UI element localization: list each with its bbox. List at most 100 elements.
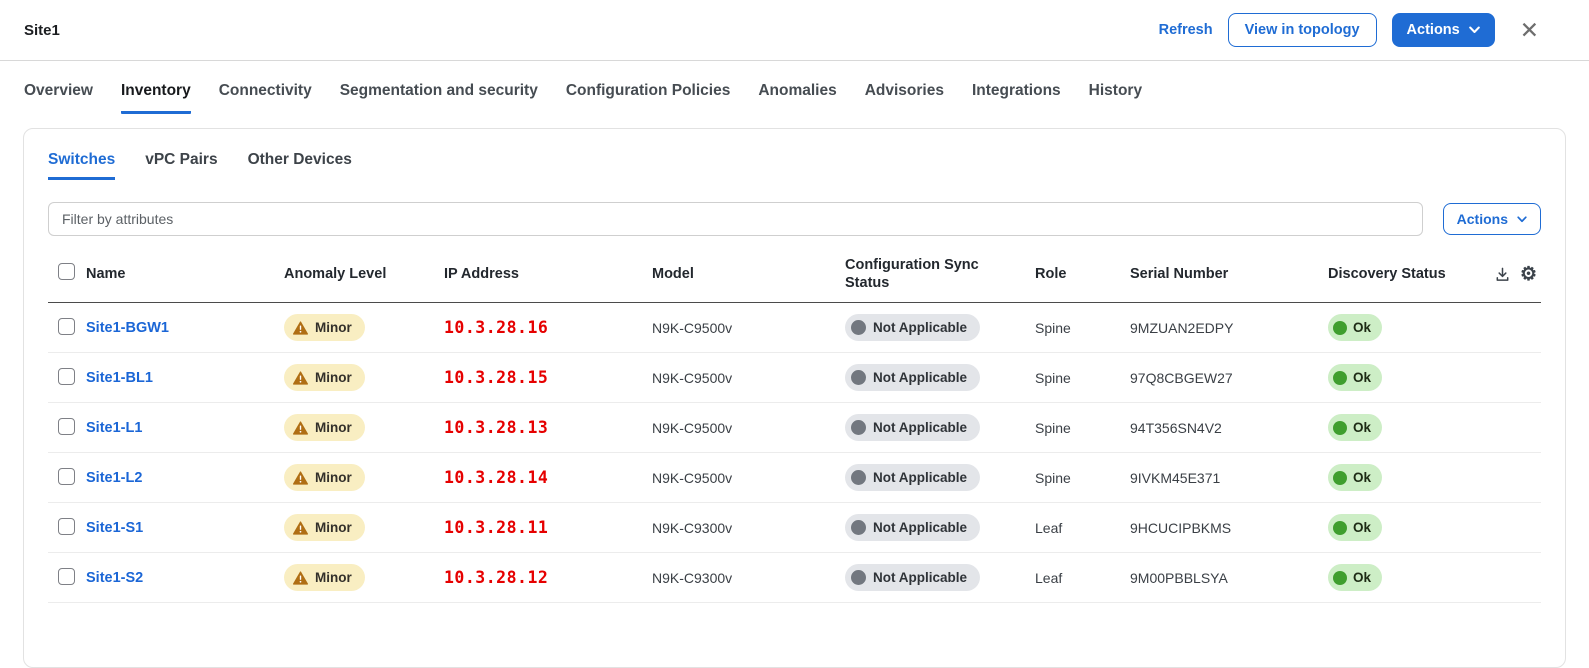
- green-dot-icon: [1333, 570, 1347, 585]
- subtab-other-devices[interactable]: Other Devices: [247, 151, 352, 168]
- green-dot-icon: [1333, 520, 1347, 535]
- site-header: Site1 Refresh View in topology Actions ✕: [0, 0, 1589, 61]
- role: Leaf: [1035, 519, 1063, 536]
- table-header-row: Name Anomaly Level IP Address Model Conf…: [48, 250, 1541, 304]
- chevron-down-icon: [1468, 26, 1480, 34]
- discovery-status-badge: Ok: [1328, 364, 1383, 392]
- anomaly-badge: Minor: [284, 564, 365, 592]
- subtab-vpc-pairs[interactable]: vPC Pairs: [145, 151, 218, 168]
- tab-segmentation-and-security[interactable]: Segmentation and security: [339, 82, 538, 99]
- download-icon[interactable]: [1494, 266, 1511, 283]
- table-row: Site1-L1 Minor 10.3.28.13 N9K-C9500v Not…: [48, 403, 1541, 454]
- gray-dot-icon: [851, 420, 866, 436]
- switch-name-link[interactable]: Site1-S1: [86, 520, 144, 537]
- discovery-status-badge: Ok: [1328, 564, 1383, 592]
- row-checkbox[interactable]: [58, 367, 75, 385]
- col-header-anomaly-level: Anomaly Level: [284, 266, 387, 283]
- tab-configuration-policies[interactable]: Configuration Policies: [565, 82, 731, 99]
- tab-advisories[interactable]: Advisories: [864, 82, 944, 99]
- header-actions-button-label: Actions: [1406, 22, 1460, 38]
- switch-name-link[interactable]: Site1-BL1: [86, 370, 153, 387]
- model: N9K-C9300v: [652, 519, 733, 536]
- switch-name-link[interactable]: Site1-L2: [86, 470, 143, 487]
- table-row: Site1-S2 Minor 10.3.28.12 N9K-C9300v Not…: [48, 553, 1541, 604]
- serial-number: 9IVKM45E371: [1130, 469, 1221, 486]
- subtab-switches[interactable]: Switches: [48, 151, 116, 180]
- warning-triangle-icon: [293, 471, 308, 485]
- refresh-button[interactable]: Refresh: [1158, 22, 1213, 38]
- discovery-status-badge: Ok: [1328, 314, 1383, 342]
- inventory-card: Switches vPC Pairs Other Devices Actions…: [23, 128, 1566, 668]
- model: N9K-C9500v: [652, 419, 733, 436]
- tab-inventory[interactable]: Inventory: [120, 82, 191, 114]
- green-dot-icon: [1333, 420, 1347, 435]
- table-toolbar: Actions: [48, 202, 1541, 236]
- tab-integrations[interactable]: Integrations: [971, 82, 1061, 99]
- sync-status-badge: Not Applicable: [845, 514, 981, 542]
- row-checkbox[interactable]: [58, 417, 75, 435]
- gray-dot-icon: [851, 520, 866, 536]
- switch-name-link[interactable]: Site1-L1: [86, 420, 143, 437]
- site-tabs: Overview Inventory Connectivity Segmenta…: [0, 61, 1589, 114]
- switch-name-link[interactable]: Site1-S2: [86, 570, 144, 587]
- gray-dot-icon: [851, 370, 866, 386]
- table-row: Site1-L2 Minor 10.3.28.14 N9K-C9500v Not…: [48, 453, 1541, 504]
- table-row: Site1-S1 Minor 10.3.28.11 N9K-C9300v Not…: [48, 503, 1541, 554]
- anomaly-badge: Minor: [284, 364, 365, 392]
- model: N9K-C9500v: [652, 369, 733, 386]
- table-row: Site1-BL1 Minor 10.3.28.15 N9K-C9500v No…: [48, 353, 1541, 404]
- serial-number: 9HCUCIPBKMS: [1130, 519, 1232, 536]
- row-checkbox[interactable]: [58, 317, 75, 335]
- header-actions-button[interactable]: Actions: [1391, 13, 1495, 47]
- chevron-down-icon: [1517, 215, 1527, 223]
- tab-history[interactable]: History: [1088, 82, 1143, 99]
- table-row: Site1-BGW1 Minor 10.3.28.16 N9K-C9500v N…: [48, 303, 1541, 354]
- model: N9K-C9500v: [652, 319, 733, 336]
- filter-input[interactable]: [48, 202, 1423, 236]
- ip-address: 10.3.28.13: [444, 418, 549, 438]
- warning-triangle-icon: [293, 321, 308, 335]
- serial-number: 94T356SN4V2: [1130, 419, 1222, 436]
- close-icon[interactable]: ✕: [1519, 16, 1539, 43]
- anomaly-badge: Minor: [284, 464, 365, 492]
- gray-dot-icon: [851, 470, 866, 486]
- role: Leaf: [1035, 569, 1063, 586]
- anomaly-badge: Minor: [284, 414, 365, 442]
- row-checkbox[interactable]: [58, 567, 75, 585]
- green-dot-icon: [1333, 370, 1347, 385]
- col-header-name: Name: [86, 266, 126, 283]
- ip-address: 10.3.28.16: [444, 318, 549, 338]
- inventory-subtabs: Switches vPC Pairs Other Devices: [48, 151, 1541, 180]
- page-title: Site1: [24, 21, 60, 39]
- view-in-topology-button[interactable]: View in topology: [1227, 13, 1377, 47]
- discovery-status-badge: Ok: [1328, 414, 1383, 442]
- discovery-status-badge: Ok: [1328, 464, 1383, 492]
- row-checkbox[interactable]: [58, 517, 75, 535]
- ip-address: 10.3.28.12: [444, 568, 549, 588]
- col-header-model: Model: [652, 266, 694, 283]
- col-header-serial-number: Serial Number: [1130, 266, 1229, 283]
- model: N9K-C9500v: [652, 469, 733, 486]
- anomaly-badge: Minor: [284, 314, 365, 342]
- col-header-role: Role: [1035, 266, 1067, 283]
- row-checkbox[interactable]: [58, 467, 75, 485]
- discovery-status-badge: Ok: [1328, 514, 1383, 542]
- serial-number: 97Q8CBGEW27: [1130, 369, 1233, 386]
- table-actions-button-label: Actions: [1456, 211, 1508, 227]
- warning-triangle-icon: [293, 521, 308, 535]
- sync-status-badge: Not Applicable: [845, 464, 981, 492]
- gear-icon[interactable]: ⚙: [1519, 263, 1537, 285]
- ip-address: 10.3.28.15: [444, 368, 549, 388]
- tab-overview[interactable]: Overview: [24, 82, 93, 99]
- anomaly-badge: Minor: [284, 514, 365, 542]
- sync-status-badge: Not Applicable: [845, 564, 981, 592]
- table-actions-button[interactable]: Actions: [1442, 203, 1541, 235]
- switch-name-link[interactable]: Site1-BGW1: [86, 320, 169, 337]
- role: Spine: [1035, 419, 1071, 436]
- col-header-discovery-status: Discovery Status: [1328, 266, 1446, 283]
- tab-connectivity[interactable]: Connectivity: [218, 82, 312, 99]
- select-all-checkbox[interactable]: [58, 263, 75, 281]
- warning-triangle-icon: [293, 571, 308, 585]
- tab-anomalies[interactable]: Anomalies: [758, 82, 837, 99]
- gray-dot-icon: [851, 320, 866, 336]
